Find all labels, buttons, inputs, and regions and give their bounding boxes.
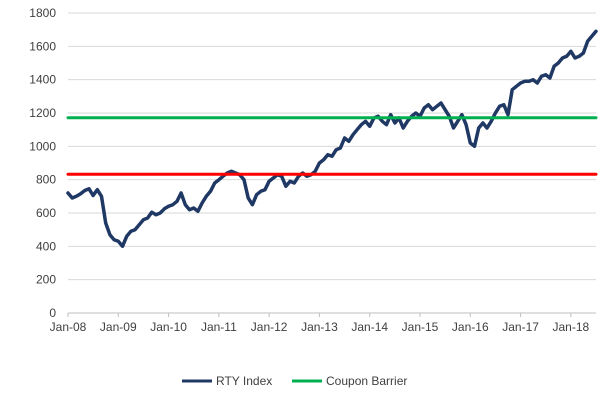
x-tick-label: Jan-10 — [150, 320, 187, 334]
x-tick-label: Jan-13 — [301, 320, 338, 334]
y-tick-label: 800 — [36, 173, 56, 187]
x-tick-label: Jan-17 — [502, 320, 539, 334]
y-tick-label: 1200 — [29, 106, 56, 120]
y-tick-label: 1600 — [29, 39, 56, 53]
rty-index-line — [66, 29, 598, 249]
x-tick-label: Jan-16 — [452, 320, 489, 334]
y-tick-label: 400 — [36, 239, 56, 253]
y-tick-label: 1800 — [29, 6, 56, 20]
y-tick-label: 600 — [36, 206, 56, 220]
x-tick-label: Jan-12 — [251, 320, 288, 334]
x-tick-label: Jan-14 — [351, 320, 388, 334]
x-tick-label: Jan-08 — [50, 320, 87, 334]
grid-lines — [68, 12, 596, 281]
x-tick-label: Jan-18 — [553, 320, 590, 334]
legend-label: Coupon Barrier — [326, 374, 407, 388]
y-tick-label: 1000 — [29, 139, 56, 153]
x-tick-label: Jan-09 — [100, 320, 137, 334]
legend-label: RTY Index — [216, 374, 272, 388]
series-lines — [66, 29, 598, 249]
y-tick-label: 1400 — [29, 73, 56, 87]
x-tick-label: Jan-15 — [402, 320, 439, 334]
axes: 0 200 400 600 800 1000 1200 1400 1600 1800 Jan-08 J… — [29, 6, 596, 334]
y-tick-label: 200 — [36, 273, 56, 287]
y-tick-label: 0 — [49, 306, 56, 320]
legend: RTY Index Coupon Barrier — [182, 374, 407, 388]
x-tick-label: Jan-11 — [201, 320, 237, 334]
